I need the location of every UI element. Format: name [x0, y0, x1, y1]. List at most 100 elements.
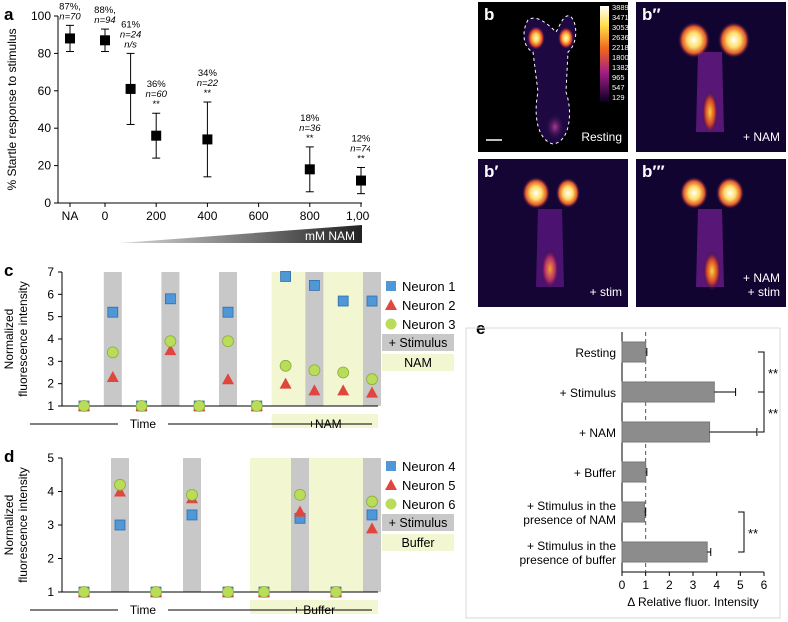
panel-label-b-double-prime: b′′	[642, 5, 661, 24]
x-tick-label: 5	[737, 578, 744, 592]
legend-label: Neuron 3	[402, 317, 455, 332]
data-point	[151, 130, 162, 141]
x-tick-label: 2	[666, 578, 673, 592]
caption-resting: Resting	[581, 130, 622, 144]
point-annotation: 12%	[351, 133, 370, 144]
marker-neuron-4	[186, 509, 198, 521]
marker-neuron-3	[78, 400, 90, 412]
legend-marker-triangle	[385, 479, 397, 490]
marker-neuron-1	[366, 295, 378, 307]
point-annotation: n/s	[124, 39, 137, 50]
legend-marker-square	[386, 281, 396, 291]
legend-label: Neuron 5	[402, 478, 455, 493]
marker-neuron-2	[308, 384, 321, 396]
time-label-bg	[118, 416, 168, 430]
colorbar-tick: 2218	[612, 43, 628, 52]
colorbar-tick: 547	[612, 83, 625, 92]
y-tick-label: 4	[47, 332, 54, 346]
marker-neuron-1	[308, 279, 320, 291]
category-label: + Buffer	[574, 466, 616, 480]
x-axis-label: Δ Relative fluor. Intensity	[627, 595, 758, 609]
category-label: + NAM	[579, 426, 616, 440]
marker-neuron-6	[186, 488, 198, 501]
relative-fluorescence-bar-chart: e0 1 2 3 4 5 6Δ Relative fluor. IntensityResti…	[465, 319, 781, 619]
legend-label: Neuron 2	[402, 298, 455, 313]
neuron-fluorescence-image	[636, 2, 786, 152]
y-tick-label: 3	[47, 354, 54, 368]
y-axis-label-2: fluorescence intensity	[16, 281, 30, 396]
marker-neuron-2	[279, 377, 292, 389]
category-label: + Stimulus	[560, 386, 616, 400]
marker-neuron-3	[308, 364, 321, 377]
marker-neuron-6	[114, 478, 126, 491]
point-annotation: 61%	[121, 19, 141, 30]
y-axis-label: Normalized	[2, 309, 16, 370]
data-point	[356, 175, 366, 186]
x-tick-label: 400	[197, 209, 217, 223]
category-label: + Stimulus in the	[527, 539, 616, 553]
marker-neuron-2	[337, 384, 350, 396]
significance-bracket	[758, 351, 765, 393]
point-annotation: 36%	[147, 79, 167, 90]
y-tick-label: 20	[38, 159, 52, 173]
legend-treatment-label: Buffer	[401, 536, 434, 550]
point-annotation: n=74	[350, 143, 370, 154]
y-tick-label: 4	[47, 485, 54, 499]
colorbar-tick: 2636	[612, 33, 628, 42]
data-point	[125, 83, 136, 94]
marker-neuron-2	[164, 344, 177, 356]
panel-label-b-prime: b′	[484, 162, 499, 181]
point-annotation: **	[357, 153, 365, 164]
legend-marker-circle	[385, 498, 397, 510]
panel-frame	[465, 327, 781, 619]
marker-neuron-2	[106, 370, 119, 382]
stimulus-bar	[183, 458, 201, 592]
stimulus-bar	[363, 272, 381, 406]
marker-neuron-6	[150, 586, 162, 598]
nam-axis-label: mM NAM	[305, 229, 355, 243]
marker-neuron-3	[366, 373, 378, 386]
marker-neuron-6	[258, 586, 270, 598]
colorbar-tick: 1800	[612, 53, 628, 62]
point-annotation: n=60	[145, 89, 167, 100]
caption-nam-stim-2: + stim	[747, 285, 780, 299]
point-annotation: n=24	[120, 29, 141, 40]
significance-label: **	[748, 526, 758, 541]
y-tick-label: 5	[47, 451, 54, 465]
y-tick-label: 7	[47, 265, 54, 279]
marker-neuron-3	[193, 400, 206, 412]
bar	[621, 461, 647, 483]
legend-stimulus-label: + Stimulus	[389, 516, 448, 530]
y-tick-label: 2	[47, 377, 54, 391]
marker-neuron-5	[114, 485, 126, 497]
marker-neuron-3	[106, 346, 119, 359]
category-label: Resting	[575, 346, 616, 360]
y-tick-label: 80	[38, 46, 52, 60]
marker-neuron-3	[164, 335, 177, 348]
marker-neuron-6	[330, 586, 342, 598]
data-point	[202, 134, 213, 145]
y-axis-label: % Startle response to stimulus	[5, 28, 19, 190]
marker-neuron-4	[114, 519, 126, 531]
legend-treatment-label: NAM	[404, 356, 432, 370]
category-label: presence of NAM	[523, 513, 616, 527]
category-label: + Stimulus in the	[527, 499, 616, 513]
y-axis-label-2: fluorescence intensity	[16, 467, 30, 582]
legend-stimulus-bg	[382, 334, 454, 351]
legend-marker-square	[386, 461, 396, 471]
treatment-region	[271, 272, 378, 406]
point-annotation: 88%,	[94, 5, 116, 16]
x-tick-label: 200	[146, 209, 166, 223]
y-tick-label: 40	[38, 121, 52, 135]
colorbar-tick: 1382	[612, 63, 628, 72]
marker-neuron-2	[222, 373, 234, 385]
y-tick-label: 100	[31, 9, 51, 23]
marker-neuron-3	[135, 400, 148, 412]
nam-gradient-wedge	[120, 225, 362, 243]
y-tick-label: 6	[47, 287, 54, 301]
marker-neuron-6	[294, 488, 306, 501]
data-point	[65, 33, 75, 44]
x-tick-label: 0	[102, 209, 109, 223]
y-tick-label: 60	[38, 84, 52, 98]
